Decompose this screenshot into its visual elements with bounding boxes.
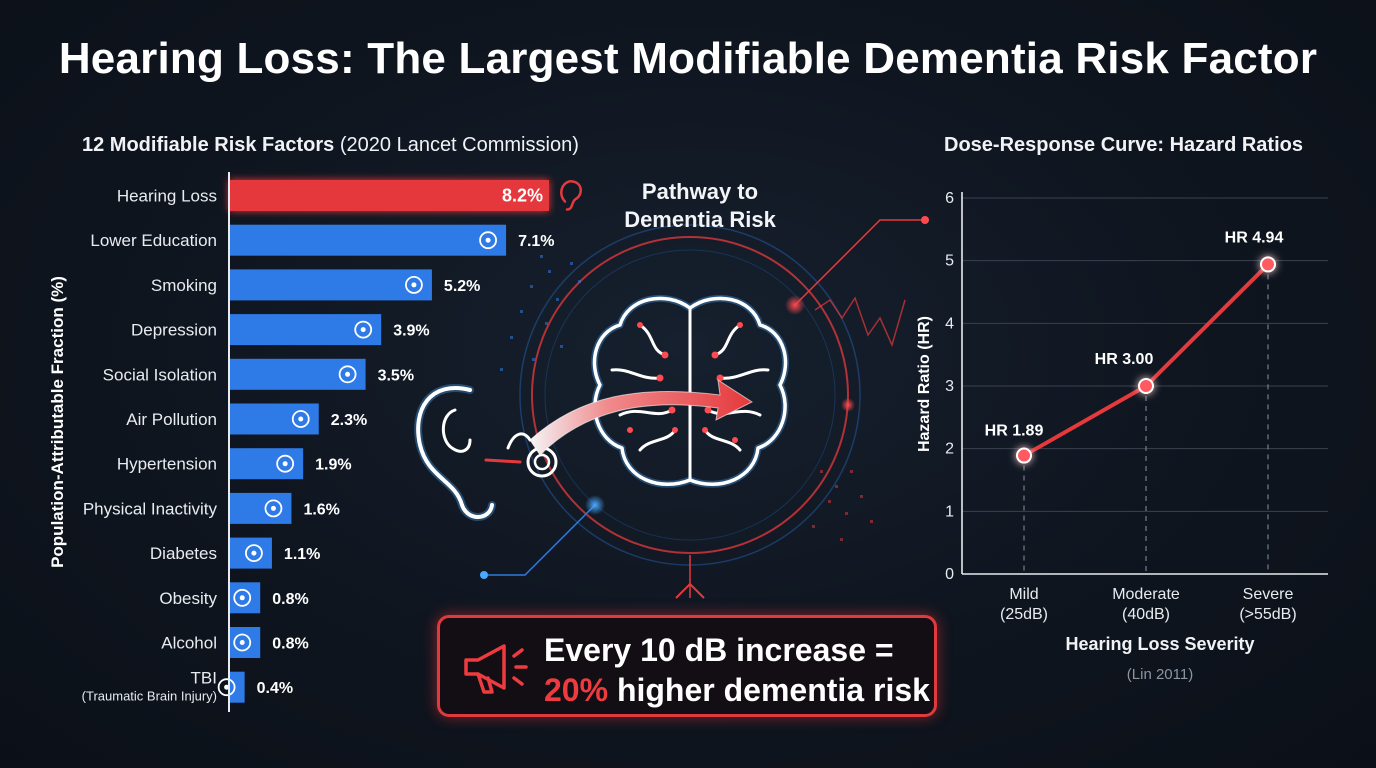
category-label: Social Isolation bbox=[103, 365, 217, 384]
callout-line-2: 20% higher dementia risk bbox=[544, 672, 930, 709]
bar-chart: Hearing Loss 8.2% Lower Education 7.1% Smoki… bbox=[82, 172, 582, 712]
bar-diabetes bbox=[229, 537, 272, 569]
pathway-arrow bbox=[529, 378, 754, 456]
category-label: Air Pollution bbox=[126, 410, 217, 429]
value-label: 5.2% bbox=[444, 278, 480, 295]
callout-highlight: 20% bbox=[544, 672, 609, 708]
line-chart-title: Dose-Response Curve: Hazard Ratios bbox=[944, 134, 1303, 156]
factory-icon bbox=[291, 410, 310, 428]
category-label: Depression bbox=[131, 321, 217, 340]
bottle-icon bbox=[233, 633, 252, 652]
people-icon bbox=[338, 365, 357, 384]
value-label: 3.9% bbox=[393, 323, 429, 340]
value-label: 0.8% bbox=[272, 636, 308, 653]
runner-icon bbox=[264, 499, 283, 518]
bar-tbi bbox=[229, 671, 245, 703]
source-note: (Lin 2011) bbox=[1126, 666, 1194, 683]
value-label: 7.1% bbox=[518, 233, 554, 250]
category-label: Obesity bbox=[159, 589, 217, 608]
bar-air-pollution bbox=[229, 403, 319, 435]
category-label: Smoking bbox=[151, 276, 217, 295]
graduation-cap-icon bbox=[479, 231, 497, 250]
category-sublabel: (Traumatic Brain Injury) bbox=[82, 689, 217, 704]
value-label: 1.1% bbox=[284, 546, 320, 563]
value-label: 8.2% bbox=[502, 186, 543, 206]
pathway-title: Pathway to Dementia Risk bbox=[600, 178, 800, 234]
megaphone-icon bbox=[464, 644, 528, 694]
blood-pressure-icon bbox=[276, 454, 295, 473]
bar-social-isolation bbox=[229, 358, 366, 390]
category-label: Hypertension bbox=[117, 455, 217, 474]
cigarette-icon bbox=[405, 275, 423, 294]
callout-line-1: Every 10 dB increase = bbox=[544, 632, 894, 668]
value-label: 3.5% bbox=[378, 367, 414, 384]
brain-icon bbox=[217, 678, 236, 697]
category-label: Physical Inactivity bbox=[83, 499, 218, 518]
category-label: TBI bbox=[191, 669, 217, 688]
pathway-title-line1: Pathway to bbox=[641, 179, 759, 204]
category-label: Diabetes bbox=[150, 544, 217, 563]
category-label: Lower Education bbox=[90, 231, 217, 250]
bar-hearing-loss bbox=[229, 180, 549, 211]
bar-chart-title-bold: 12 Modifiable Risk Factors bbox=[82, 134, 335, 156]
bar-lower-education bbox=[229, 224, 507, 256]
data-dots-right bbox=[812, 470, 873, 541]
connector-lines bbox=[480, 216, 929, 599]
category-label: Alcohol bbox=[161, 634, 217, 653]
bar-hypertension bbox=[229, 448, 304, 480]
syringe-icon bbox=[245, 544, 263, 562]
category-label: Hearing Loss bbox=[117, 187, 217, 206]
waveform-graphic bbox=[814, 296, 906, 348]
bar-chart-title-source: (2020 Lancet Commission) bbox=[339, 134, 579, 156]
ear-icon bbox=[414, 384, 558, 521]
line-chart-x-axis-label: Hearing Loss Severity bbox=[1065, 634, 1255, 654]
sad-face-icon bbox=[354, 320, 373, 339]
ear-icon bbox=[560, 180, 582, 211]
bar-smoking bbox=[229, 269, 432, 301]
line-chart-y-axis-label: Hazard Ratio (HR) bbox=[916, 316, 933, 453]
value-label: 2.3% bbox=[331, 412, 367, 429]
callout-line-2-rest: higher dementia risk bbox=[608, 672, 930, 708]
pathway-title-line2: Dementia Risk bbox=[624, 207, 776, 232]
brain-icon bbox=[590, 294, 790, 488]
key-stat-callout: Every 10 dB increase = 20% higher dement… bbox=[437, 615, 937, 717]
data-dots-left bbox=[500, 255, 581, 371]
value-label: 0.4% bbox=[257, 680, 293, 697]
bar-chart-title: 12 Modifiable Risk Factors (2020 Lancet … bbox=[82, 134, 579, 157]
value-label: 1.9% bbox=[315, 457, 351, 474]
scale-icon bbox=[233, 588, 252, 607]
value-label: 1.6% bbox=[303, 501, 339, 518]
value-label: 0.8% bbox=[272, 591, 308, 608]
page-title: Hearing Loss: The Largest Modifiable Dem… bbox=[58, 34, 1318, 83]
